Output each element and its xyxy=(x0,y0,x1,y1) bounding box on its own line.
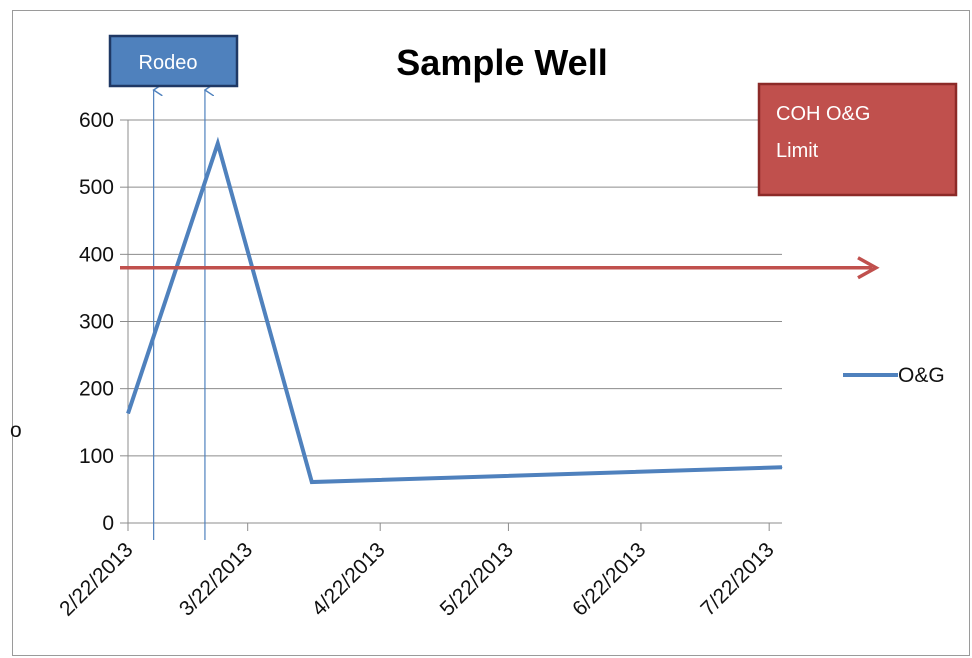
data-point-og xyxy=(781,466,783,468)
y-ticks: 0 100 200 300 400 500 600 xyxy=(79,109,128,535)
data-point-og xyxy=(127,413,129,415)
x-tick-label: 2/22/2013 xyxy=(55,538,137,620)
data-point-og xyxy=(217,143,219,145)
x-tick-label: 4/22/2013 xyxy=(307,538,389,620)
rodeo-box xyxy=(108,34,239,88)
limit-box xyxy=(757,82,958,197)
chart-title: Sample Well xyxy=(396,42,607,83)
chart-border xyxy=(12,10,970,656)
data-point-og xyxy=(311,481,313,483)
x-tick-label: 6/22/2013 xyxy=(568,538,650,620)
x-tick-label: 3/22/2013 xyxy=(175,538,257,620)
y-tick-label: 400 xyxy=(79,243,114,266)
y-tick-label: 100 xyxy=(79,445,114,468)
rodeo-annotation: Rodeo xyxy=(108,34,239,540)
series-group xyxy=(126,136,783,485)
x-tick-label: 5/22/2013 xyxy=(436,538,518,620)
limit-label-line: COH O&G xyxy=(776,103,870,125)
limit-annotation: COH O&G Limit xyxy=(120,82,958,280)
y-tick-label: 300 xyxy=(79,311,114,334)
legend-label-og: O&G xyxy=(898,364,945,387)
limit-label-line: Limit xyxy=(776,140,819,162)
y-axis-label: o xyxy=(10,419,22,442)
gridlines xyxy=(128,119,782,457)
y-tick-label: 500 xyxy=(79,176,114,199)
y-tick-label: 0 xyxy=(102,512,114,535)
x-tick-label: 7/22/2013 xyxy=(696,538,778,620)
y-tick-label: 200 xyxy=(79,378,114,401)
series-line-og xyxy=(126,136,783,485)
legend: O&G xyxy=(843,364,945,387)
y-tick-label: 600 xyxy=(79,109,114,132)
rodeo-label: Rodeo xyxy=(139,52,198,74)
x-ticks: 2/22/2013 3/22/2013 4/22/2013 5/22/2013 6/22… xyxy=(55,523,779,621)
limit-arrow-head xyxy=(857,256,880,280)
